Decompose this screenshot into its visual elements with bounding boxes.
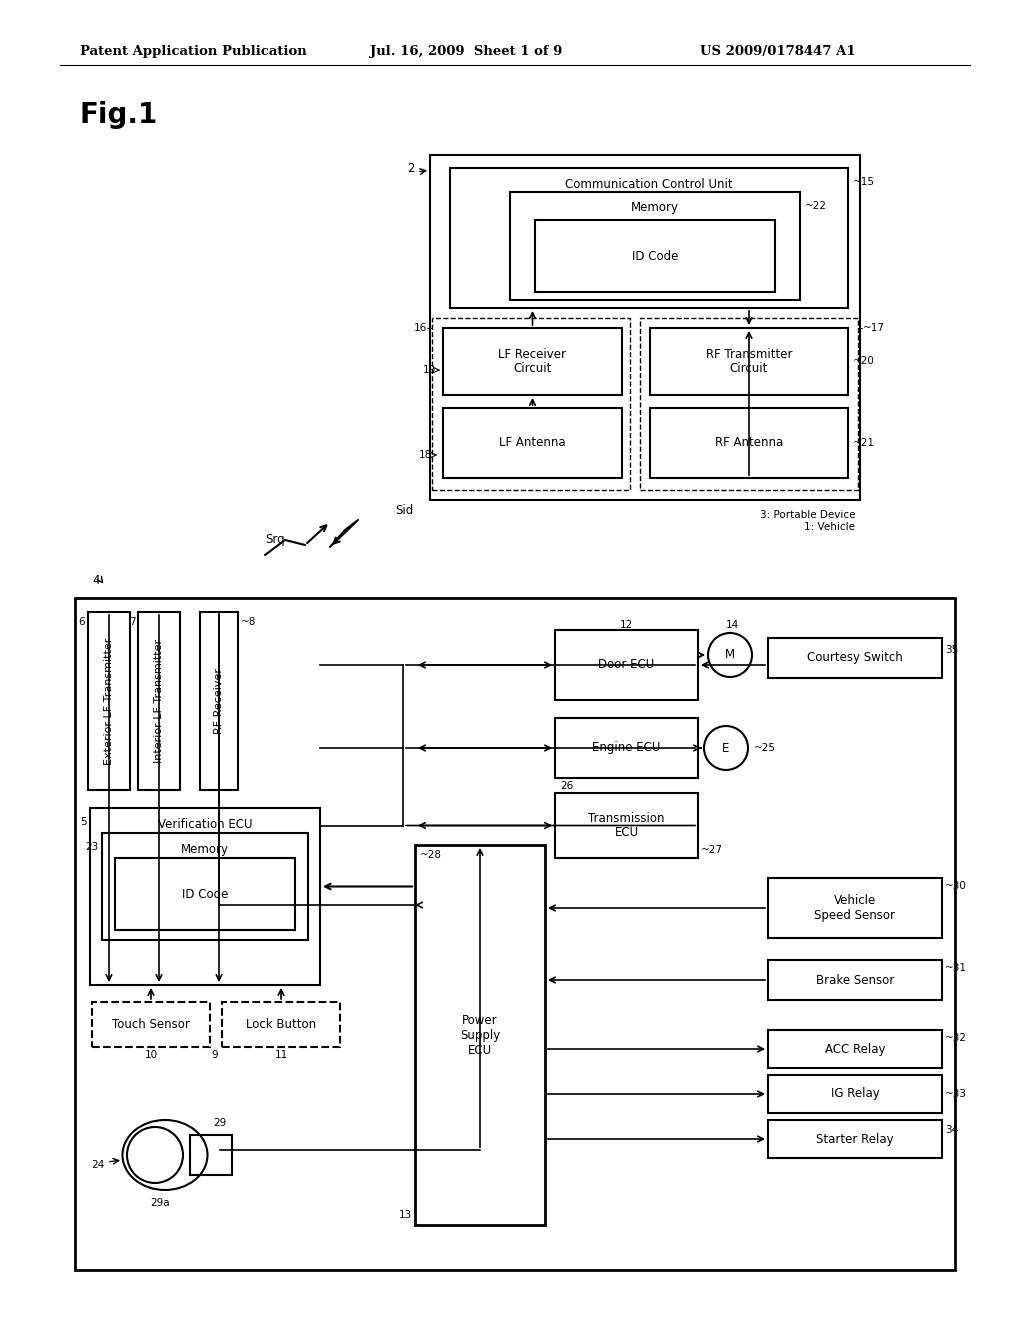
Bar <box>432 318 630 490</box>
Text: Memory: Memory <box>181 842 229 855</box>
Text: 24: 24 <box>92 1160 105 1170</box>
Text: ~32: ~32 <box>945 1034 967 1043</box>
Bar <box>555 718 698 777</box>
Text: Verification ECU: Verification ECU <box>158 817 252 830</box>
Text: 14: 14 <box>725 620 738 630</box>
Text: Sid: Sid <box>395 503 414 516</box>
Text: 26: 26 <box>560 781 573 791</box>
Text: Interior LF Transmitter: Interior LF Transmitter <box>154 639 164 763</box>
Text: 23: 23 <box>86 842 99 851</box>
Text: 12: 12 <box>620 620 633 630</box>
Text: US 2009/0178447 A1: US 2009/0178447 A1 <box>700 45 856 58</box>
Text: ID Code: ID Code <box>632 249 678 263</box>
Text: 13: 13 <box>398 1210 412 1220</box>
Text: 5: 5 <box>80 817 87 828</box>
Text: ACC Relay: ACC Relay <box>824 1043 886 1056</box>
Bar <box>115 858 295 931</box>
Bar <box>768 1119 942 1158</box>
Bar <box>535 220 775 292</box>
Text: 6: 6 <box>79 616 85 627</box>
Bar <box>138 612 180 789</box>
Text: LF Receiver
Circuit: LF Receiver Circuit <box>499 347 566 375</box>
Bar <box>190 1135 232 1175</box>
Text: Memory: Memory <box>631 202 679 214</box>
Text: ~8: ~8 <box>241 616 256 627</box>
Text: 1: Vehicle: 1: Vehicle <box>804 521 855 532</box>
Text: Engine ECU: Engine ECU <box>592 742 660 755</box>
Bar <box>555 793 698 858</box>
Bar <box>768 960 942 1001</box>
Bar <box>200 612 238 789</box>
Text: 16: 16 <box>414 323 427 333</box>
Text: 7: 7 <box>129 616 136 627</box>
Bar <box>90 808 319 985</box>
Bar <box>443 408 622 478</box>
Bar <box>640 318 858 490</box>
Text: Jul. 16, 2009  Sheet 1 of 9: Jul. 16, 2009 Sheet 1 of 9 <box>370 45 562 58</box>
Text: ID Code: ID Code <box>182 887 228 900</box>
Text: ~31: ~31 <box>945 964 967 973</box>
Text: 18: 18 <box>419 450 432 459</box>
Text: 4: 4 <box>92 573 100 586</box>
Text: Vehicle
Speed Sensor: Vehicle Speed Sensor <box>814 894 896 921</box>
Text: ~17: ~17 <box>863 323 885 333</box>
Text: M: M <box>725 648 735 661</box>
Text: Patent Application Publication: Patent Application Publication <box>80 45 307 58</box>
Text: ~30: ~30 <box>945 880 967 891</box>
Text: Brake Sensor: Brake Sensor <box>816 974 894 986</box>
Bar <box>510 191 800 300</box>
Bar <box>88 612 130 789</box>
Text: Srq: Srq <box>265 533 285 546</box>
Bar <box>650 327 848 395</box>
Text: ~27: ~27 <box>701 845 723 855</box>
Text: Door ECU: Door ECU <box>598 659 654 672</box>
Text: Power
Supply
ECU: Power Supply ECU <box>460 1014 500 1056</box>
Text: ~28: ~28 <box>420 850 442 861</box>
Text: RF Antenna: RF Antenna <box>715 437 783 450</box>
Text: LF Antenna: LF Antenna <box>499 437 566 450</box>
Bar <box>768 1030 942 1068</box>
Text: Transmission
ECU: Transmission ECU <box>588 812 665 840</box>
Bar <box>768 878 942 939</box>
Text: RF Receiver: RF Receiver <box>214 668 224 734</box>
Bar <box>450 168 848 308</box>
Bar <box>768 1074 942 1113</box>
Bar <box>650 408 848 478</box>
Text: Touch Sensor: Touch Sensor <box>112 1018 189 1031</box>
Text: Communication Control Unit: Communication Control Unit <box>565 177 733 190</box>
Bar <box>443 327 622 395</box>
Text: RF Transmitter
Circuit: RF Transmitter Circuit <box>706 347 793 375</box>
Bar <box>768 638 942 678</box>
Text: E: E <box>722 742 730 755</box>
Text: 35: 35 <box>945 645 958 655</box>
Text: 3: Portable Device: 3: Portable Device <box>760 510 855 520</box>
Text: ~21: ~21 <box>853 438 874 447</box>
Text: ~25: ~25 <box>754 743 776 752</box>
Bar <box>415 845 545 1225</box>
Text: IG Relay: IG Relay <box>830 1088 880 1101</box>
Text: Lock Button: Lock Button <box>246 1018 316 1031</box>
Bar <box>92 1002 210 1047</box>
Text: Courtesy Switch: Courtesy Switch <box>807 652 903 664</box>
Text: 2: 2 <box>408 161 415 174</box>
Text: 19: 19 <box>423 366 436 375</box>
Text: ~20: ~20 <box>853 356 874 367</box>
Text: Exterior LF Transmitter: Exterior LF Transmitter <box>104 638 114 764</box>
Text: 11: 11 <box>274 1049 288 1060</box>
Bar <box>102 833 308 940</box>
Text: ~22: ~22 <box>805 201 827 211</box>
Bar <box>430 154 860 500</box>
Text: ~33: ~33 <box>945 1089 967 1100</box>
Text: Fig.1: Fig.1 <box>80 102 159 129</box>
Text: 29a: 29a <box>151 1199 170 1208</box>
Text: ~15: ~15 <box>853 177 874 187</box>
Text: Starter Relay: Starter Relay <box>816 1133 894 1146</box>
Bar <box>222 1002 340 1047</box>
Text: 34: 34 <box>945 1125 958 1135</box>
Bar <box>555 630 698 700</box>
Text: 10: 10 <box>144 1049 158 1060</box>
Text: 29: 29 <box>213 1118 226 1129</box>
Bar <box>75 598 955 1270</box>
Text: 9: 9 <box>212 1049 218 1060</box>
